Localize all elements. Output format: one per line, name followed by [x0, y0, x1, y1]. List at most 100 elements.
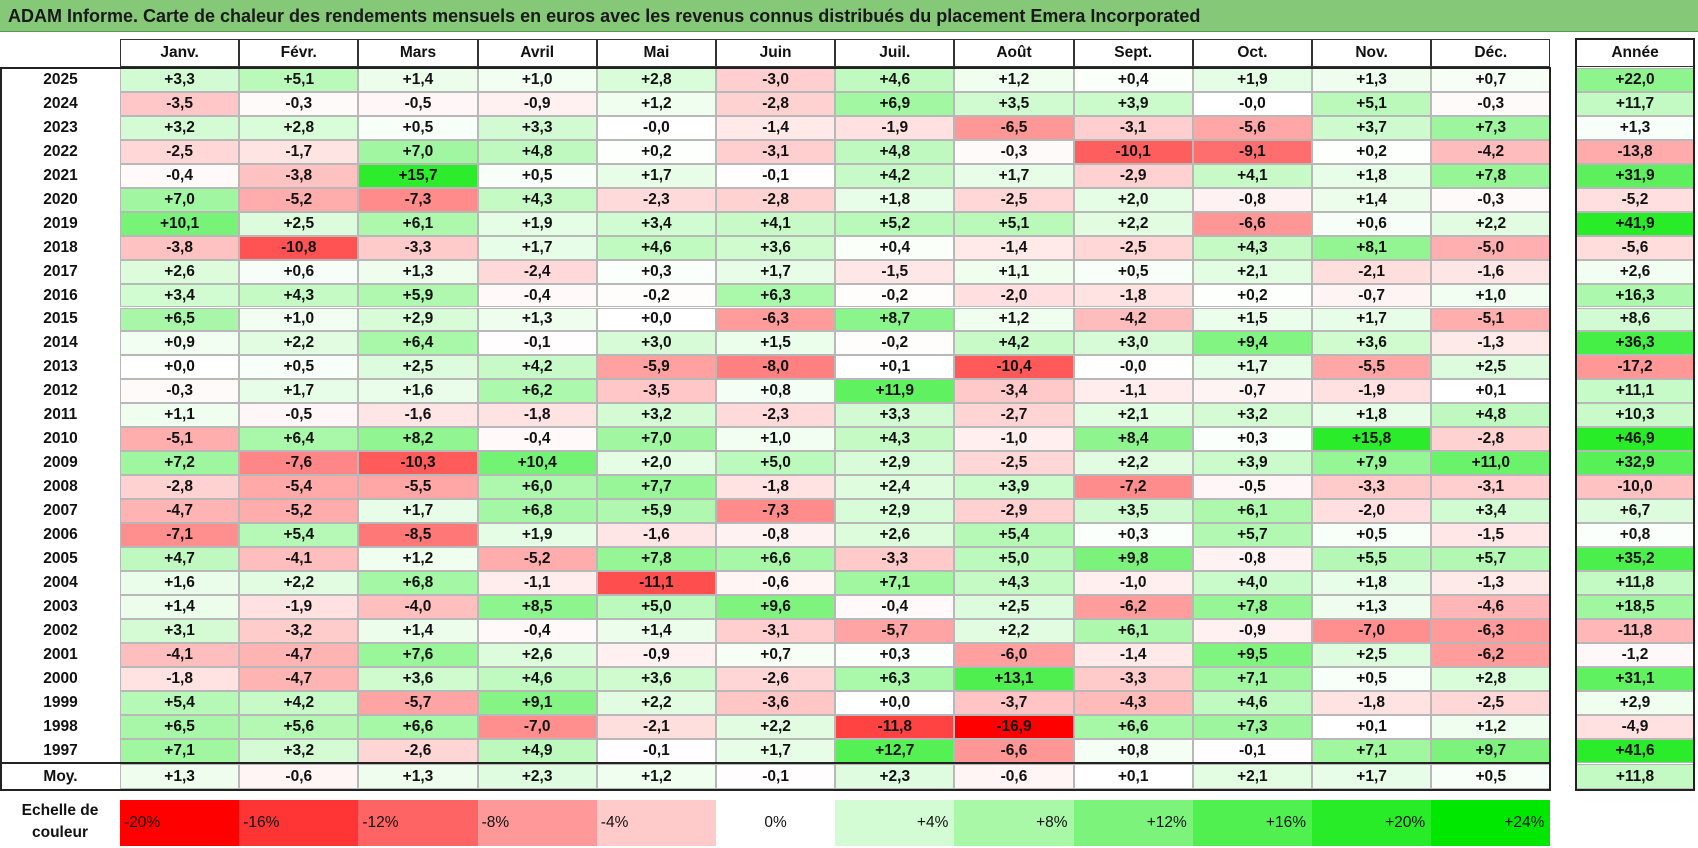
heatmap-cell: +5,9 [596, 499, 716, 524]
row-year-label: 2019 [0, 211, 120, 236]
heatmap-cell: +0,2 [596, 139, 716, 164]
row-year-label: 2020 [0, 187, 120, 212]
heatmap-cell: +2,5 [1312, 642, 1432, 667]
heatmap-cell: +0,8 [716, 379, 836, 404]
heatmap-cell: +3,0 [1073, 331, 1193, 356]
heatmap-cell: +3,6 [1312, 331, 1432, 356]
heatmap-cell: -2,0 [1312, 499, 1432, 524]
heatmap-cell: -5,5 [1312, 355, 1432, 380]
heatmap-cell: -2,5 [1073, 235, 1193, 260]
heatmap-cell: +3,4 [1431, 499, 1551, 524]
row-year-label: 2010 [0, 427, 120, 452]
annual-value-cell: +41,9 [1576, 211, 1694, 236]
heatmap-cell: +5,0 [596, 594, 716, 619]
heatmap-cell: -0,3 [239, 91, 359, 116]
average-cell: +1,3 [358, 764, 478, 789]
heatmap-cell: -10,4 [954, 355, 1074, 380]
heatmap-cell: -0,3 [1431, 91, 1551, 116]
annual-value-cell: -5,2 [1576, 187, 1694, 212]
heatmap-cell: +6,1 [358, 211, 478, 236]
color-scale-swatch: -4% [596, 800, 716, 846]
heatmap-cell: -7,1 [120, 523, 240, 547]
heatmap-cell: +5,7 [1192, 523, 1312, 547]
heatmap-cell: -4,1 [239, 547, 359, 571]
heatmap-cell: -4,0 [358, 594, 478, 619]
row-year-label: 2012 [0, 379, 120, 404]
heatmap-cell: -4,2 [1431, 139, 1551, 164]
heatmap-cell: +2,5 [954, 594, 1074, 619]
heatmap-cell: -1,4 [716, 115, 836, 140]
heatmap-cell: -0,0 [1073, 355, 1193, 380]
heatmap-cell: -2,8 [716, 91, 836, 116]
heatmap-cell: +1,5 [716, 331, 836, 356]
heatmap-cell: +0,7 [1431, 68, 1551, 92]
heatmap-cell: +4,3 [954, 570, 1074, 595]
heatmap-cell: +1,8 [835, 187, 955, 212]
heatmap-cell: -10,3 [358, 451, 478, 476]
heatmap-cell: +0,3 [1192, 427, 1312, 452]
heatmap-cell: -6,6 [1192, 211, 1312, 236]
color-scale-label-line1: Echelle de [21, 802, 99, 819]
heatmap-cell: +0,5 [1312, 666, 1432, 691]
heatmap-cell: -0,1 [596, 738, 716, 763]
row-year-label: 2018 [0, 235, 120, 260]
heatmap-cell: -0,0 [1192, 91, 1312, 116]
heatmap-cell: -6,5 [954, 115, 1074, 140]
row-year-label: 1997 [0, 738, 120, 763]
heatmap-cell: +1,4 [358, 618, 478, 643]
row-year-label: 2011 [0, 403, 120, 428]
heatmap-cell: -0,8 [1192, 547, 1312, 571]
heatmap-cell: +7,8 [596, 547, 716, 571]
heatmap-cell: +6,0 [477, 475, 597, 500]
heatmap-cell: +10,1 [120, 211, 240, 236]
heatmap-cell: -1,8 [716, 475, 836, 500]
heatmap-cell: -0,6 [716, 570, 836, 595]
average-cell: +1,2 [596, 764, 716, 789]
heatmap-cell: -2,9 [954, 499, 1074, 524]
heatmap-cell: +2,5 [239, 211, 359, 236]
average-annual-cell: +11,8 [1576, 764, 1694, 789]
row-year-label: 2006 [0, 523, 120, 547]
heatmap-cell: -3,3 [358, 235, 478, 260]
heatmap-cell: +0,6 [1312, 211, 1432, 236]
heatmap-cell: -1,4 [954, 235, 1074, 260]
heatmap-cell: -2,5 [120, 139, 240, 164]
column-header: Nov. [1312, 39, 1432, 67]
heatmap-cell: -0,9 [1192, 618, 1312, 643]
heatmap-cell: -6,6 [954, 738, 1074, 763]
heatmap-cell: +4,6 [477, 666, 597, 691]
heatmap-cell: -0,3 [1431, 187, 1551, 212]
heatmap-cell: -2,9 [1073, 163, 1193, 188]
heatmap-cell: +5,1 [239, 68, 359, 92]
color-scale-label: Echelle de couleur [0, 800, 120, 844]
heatmap-cell: +0,4 [1073, 68, 1193, 92]
heatmap-cell: -1,9 [239, 594, 359, 619]
heatmap-cell: +0,9 [120, 331, 240, 356]
heatmap-cell: +6,6 [358, 714, 478, 739]
annual-value-cell: +31,1 [1576, 666, 1694, 691]
row-year-label: 2024 [0, 91, 120, 116]
annual-value-cell: +10,3 [1576, 403, 1694, 428]
heatmap-cell: -0,4 [835, 594, 955, 619]
heatmap-cell: -0,0 [596, 115, 716, 140]
heatmap-cell: +1,7 [596, 163, 716, 188]
heatmap-cell: +0,5 [1312, 523, 1432, 547]
heatmap-cell: -2,3 [716, 403, 836, 428]
heatmap-cell: +5,0 [954, 547, 1074, 571]
annual-value-cell: +11,1 [1576, 379, 1694, 404]
color-scale-swatch: -20% [120, 800, 240, 846]
heatmap-cell: +1,7 [954, 163, 1074, 188]
heatmap-cell: +9,7 [1431, 738, 1551, 763]
heatmap-cell: +3,2 [120, 115, 240, 140]
heatmap-cell: +3,6 [596, 666, 716, 691]
average-cell: -0,1 [716, 764, 836, 789]
heatmap-cell: -0,2 [835, 283, 955, 308]
heatmap-cell: +8,1 [1312, 235, 1432, 260]
heatmap-cell: +3,4 [596, 211, 716, 236]
heatmap-cell: +1,3 [1312, 68, 1432, 92]
column-header: Août [954, 39, 1074, 67]
heatmap-cell: -1,0 [954, 427, 1074, 452]
heatmap-cell: +9,5 [1192, 642, 1312, 667]
row-year-label: 2015 [0, 307, 120, 332]
heatmap-cell: +0,0 [596, 307, 716, 332]
